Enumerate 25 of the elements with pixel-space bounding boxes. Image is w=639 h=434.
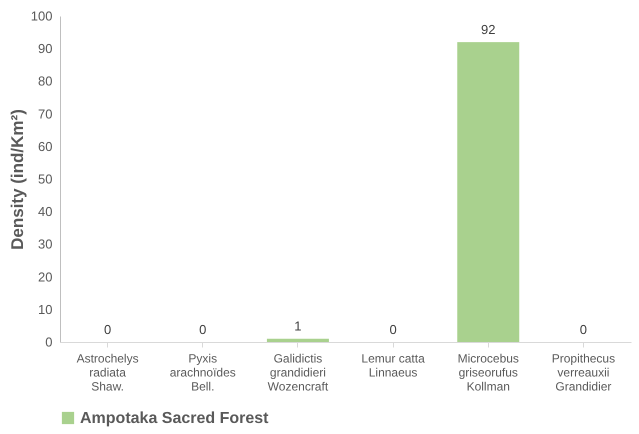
x-tick-label: Pyxis arachnoïdes Bell.: [170, 352, 236, 394]
data-label: 0: [104, 322, 112, 337]
legend-label: Ampotaka Sacred Forest: [80, 410, 270, 427]
y-tick-label: 30: [38, 236, 52, 252]
y-tick-label: 20: [38, 269, 52, 284]
y-tick-label: 80: [38, 74, 52, 89]
y-tick-label: 40: [38, 204, 52, 220]
x-tick-label: Microcebus griseorufus Kollman: [458, 352, 519, 394]
data-label: 92: [481, 22, 496, 38]
x-tick-label: Astrochelys radiata Shaw.: [76, 352, 139, 394]
y-tick-label: 0: [45, 334, 52, 350]
x-tick-label: Lemur catta Linnaeus: [361, 352, 426, 380]
data-label: 0: [580, 322, 588, 337]
x-tick-label: Propithecus verreauxii Grandidier: [552, 352, 616, 394]
y-tick-label: 10: [38, 302, 52, 317]
y-tick-label: 100: [30, 8, 52, 24]
y-axis-title: Density (ind/Km²): [8, 109, 27, 250]
data-label: 0: [199, 322, 206, 337]
y-tick-label: 70: [38, 106, 52, 122]
y-tick-label: 50: [38, 172, 52, 186]
y-tick-label: 90: [38, 41, 52, 56]
data-label: 0: [389, 322, 397, 337]
data-label: 1: [294, 318, 302, 334]
y-tick-label: 60: [38, 138, 52, 154]
x-tick-label: Galidictis grandidieri Wozencraft: [268, 352, 329, 394]
